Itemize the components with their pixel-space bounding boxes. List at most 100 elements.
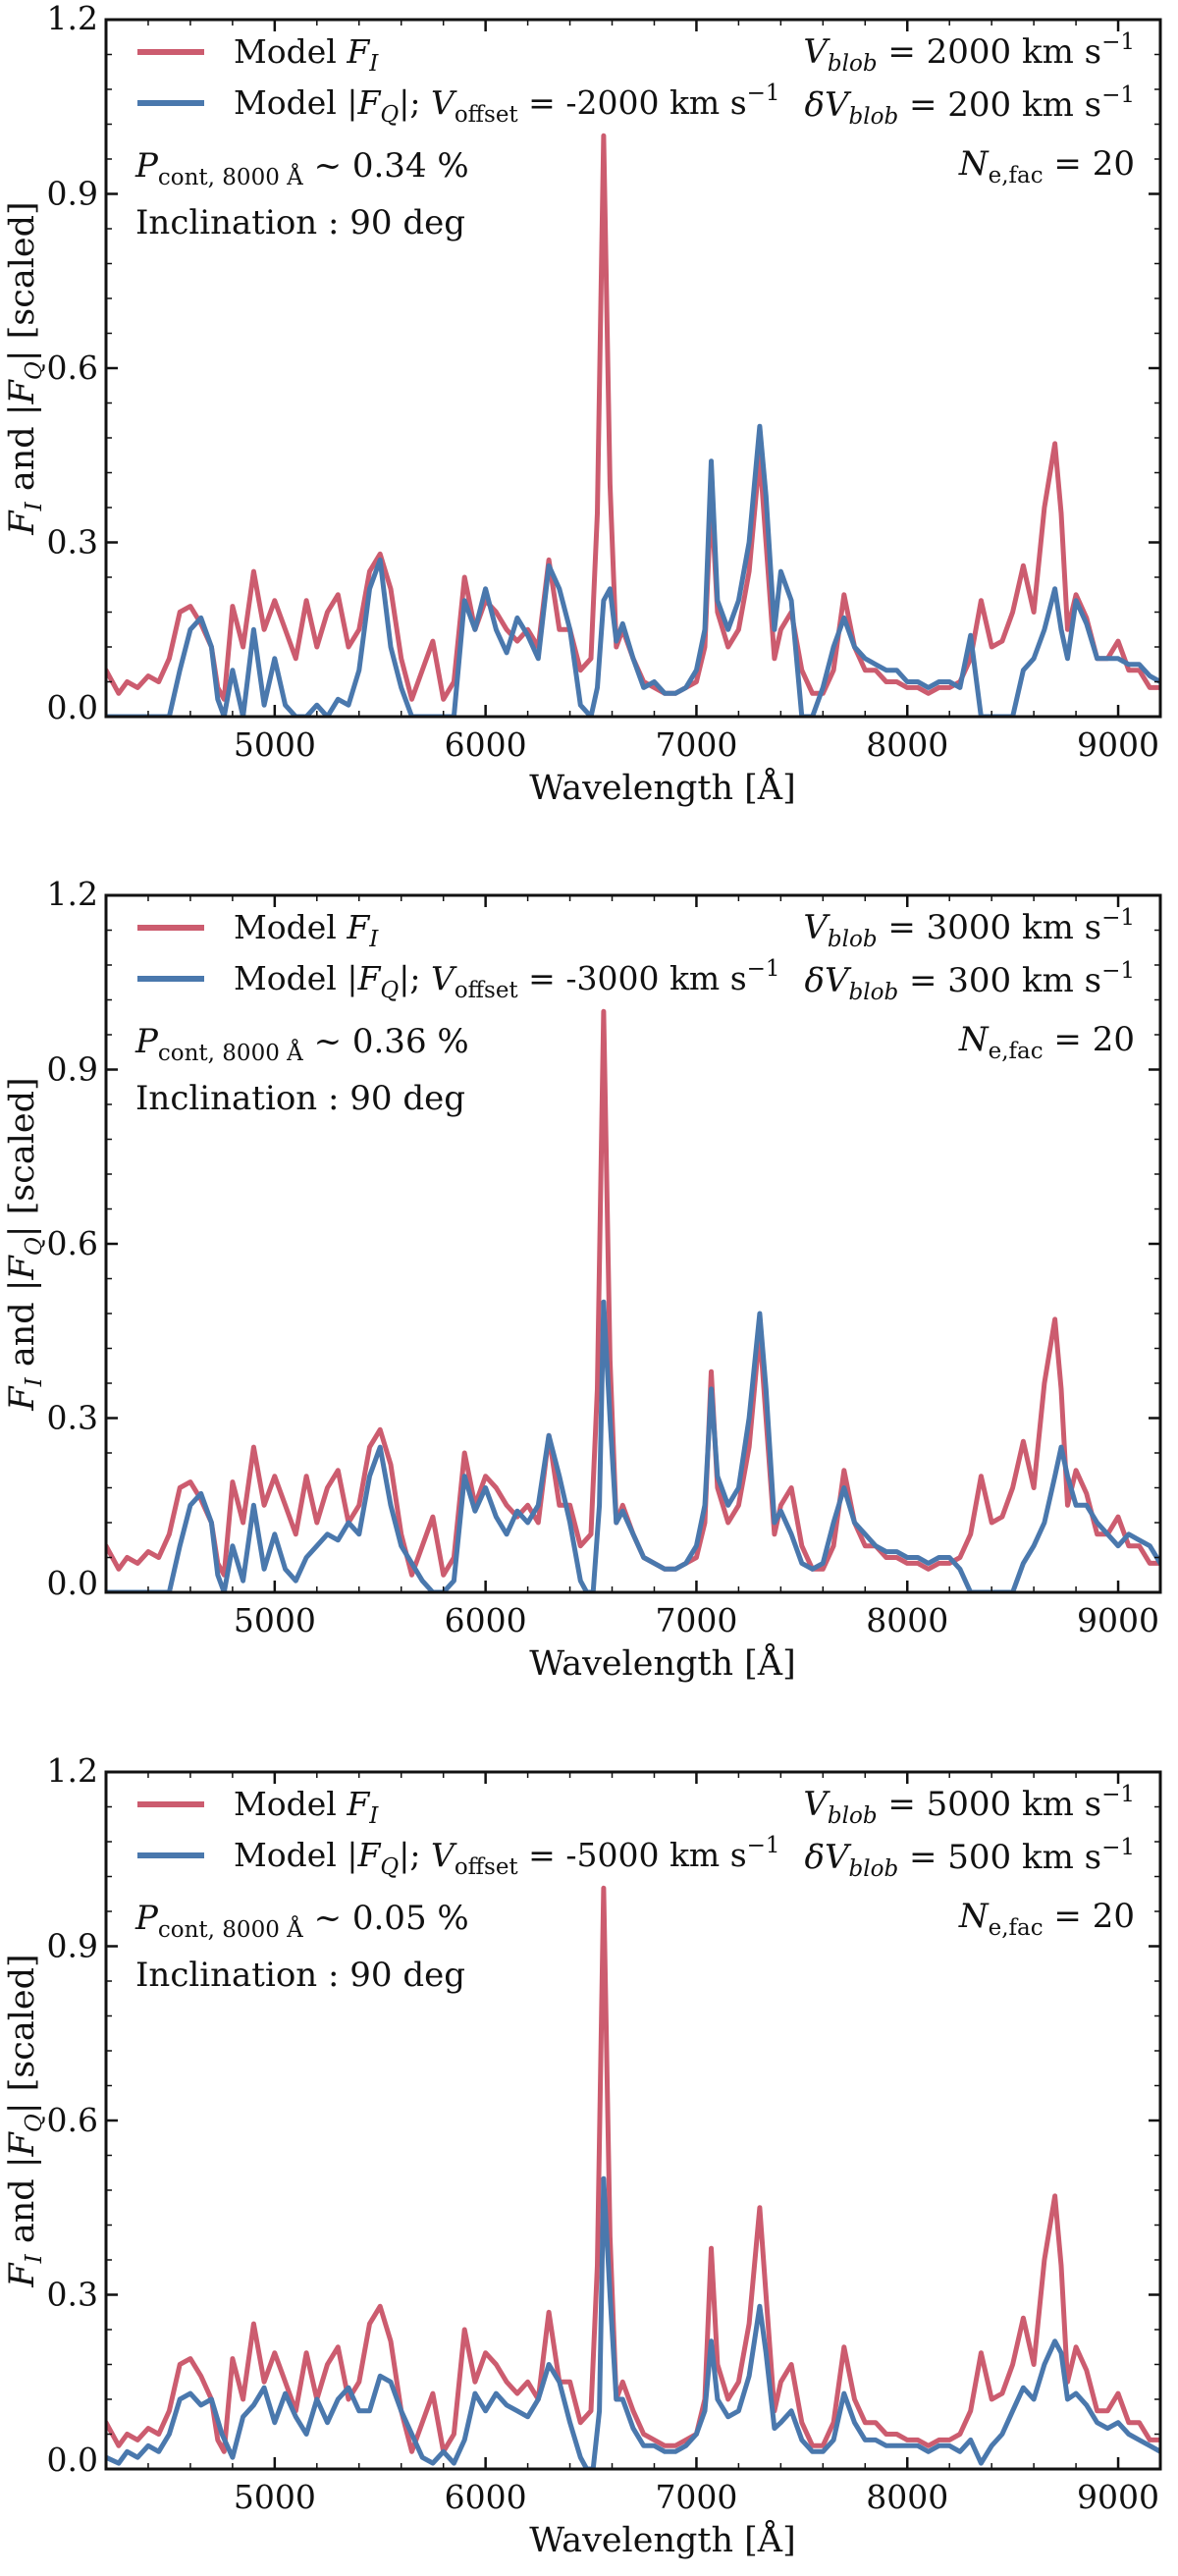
y-axis-label-group: FI and |FQ| [scaled] bbox=[3, 201, 47, 535]
y-axis-label-part: and | bbox=[3, 2156, 42, 2254]
x-tick-label: 7000 bbox=[655, 725, 737, 764]
annotation-right-3-part: N bbox=[958, 1897, 990, 1936]
y-tick-label: 1.2 bbox=[47, 875, 98, 913]
legend-fq-label-part: = -5000 km s bbox=[518, 1836, 747, 1874]
y-axis-label-part: | [scaled] bbox=[3, 1954, 42, 2114]
annotation-right-2-part: = 300 km s bbox=[898, 961, 1101, 1000]
annotation-right-1-part: = 5000 km s bbox=[878, 1785, 1102, 1824]
y-axis-label-part: and | bbox=[3, 1279, 42, 1377]
y-axis-label-group: FI and |FQ| [scaled] bbox=[3, 1954, 47, 2287]
y-axis-label-part: F bbox=[3, 1254, 42, 1280]
annotation-right-1-part: blob bbox=[828, 1803, 878, 1829]
legend-fq-label-part: Model | bbox=[234, 959, 357, 997]
annotation-right-1-part: −1 bbox=[1101, 905, 1135, 931]
legend-fi-label-part: I bbox=[368, 927, 379, 952]
x-tick-label: 5000 bbox=[234, 1601, 316, 1639]
legend-fi-label: Model FI bbox=[234, 1785, 379, 1829]
y-tick-label: 0.0 bbox=[47, 2441, 98, 2479]
x-tick-label: 7000 bbox=[655, 2478, 737, 2516]
x-axis-label: Wavelength [Å] bbox=[529, 2518, 795, 2560]
annotation-left-1-part: P bbox=[134, 1899, 159, 1938]
y-axis-label-part: Q bbox=[22, 1237, 47, 1256]
y-axis-label-part: I bbox=[22, 2253, 47, 2264]
y-axis-label: FI and |FQ| [scaled] bbox=[3, 1077, 47, 1411]
legend-fi-label-part: Model bbox=[234, 1785, 347, 1823]
legend-fq-label-part: = -2000 km s bbox=[518, 83, 747, 122]
legend-fq-label-part: |; bbox=[399, 1836, 431, 1874]
annotation-left-2: Inclination : 90 deg bbox=[135, 1079, 465, 1118]
annotation-left-2: Inclination : 90 deg bbox=[135, 203, 465, 242]
annotation-right-1: Vblob = 2000 km s−1 bbox=[803, 29, 1135, 77]
annotation-right-1: Vblob = 5000 km s−1 bbox=[803, 1782, 1135, 1829]
legend-fi-label-part: I bbox=[368, 1803, 379, 1829]
legend-fi-label-part: F bbox=[346, 32, 370, 71]
legend-fq-label-part: |; bbox=[399, 959, 431, 997]
annotation-right-1-part: V bbox=[803, 32, 830, 72]
annotation-right-1: Vblob = 3000 km s−1 bbox=[803, 905, 1135, 952]
legend-fq-label-part: offset bbox=[455, 1854, 519, 1880]
legend-fq-label-part: −1 bbox=[747, 1833, 780, 1858]
annotation-right-2-part: δV bbox=[805, 85, 852, 125]
annotation-left-2-part: Inclination : 90 deg bbox=[135, 203, 465, 242]
x-tick-label: 6000 bbox=[445, 2478, 527, 2516]
annotation-right-1-part: V bbox=[803, 1785, 830, 1824]
legend-fq-label-part: −1 bbox=[747, 956, 780, 982]
legend-fq-label-part: offset bbox=[455, 978, 519, 1003]
series-fq-line bbox=[106, 1299, 1160, 1592]
annotation-right-2: δVblob = 200 km s−1 bbox=[805, 82, 1136, 130]
legend-fq-label-part: Q bbox=[380, 1854, 399, 1880]
annotation-right-2-part: = 500 km s bbox=[898, 1838, 1101, 1877]
annotation-right-2-part: blob bbox=[849, 104, 899, 130]
legend-fq-label: Model |FQ|; Voffset = -5000 km s−1 bbox=[234, 1833, 780, 1880]
x-tick-label: 8000 bbox=[866, 1601, 948, 1639]
annotation-left-2-part: Inclination : 90 deg bbox=[135, 1956, 465, 1995]
y-axis-label: FI and |FQ| [scaled] bbox=[3, 201, 47, 535]
panel-1: 5000 6000 7000 8000 9000 0.0 0.3 0.6 0.9 1.2 Wavel… bbox=[3, 0, 1162, 808]
legend-fq-label-part: F bbox=[356, 83, 381, 122]
annotation-left-1-part: cont, 8000 Å bbox=[158, 1039, 303, 1066]
y-tick-label: 0.3 bbox=[47, 2276, 98, 2314]
annotation-left-1: Pcont, 8000 Å ~ 0.05 % bbox=[134, 1899, 469, 1943]
annotation-left-1-part: cont, 8000 Å bbox=[158, 163, 303, 190]
legend-fi-label: Model FI bbox=[234, 908, 379, 952]
annotation-right-2: δVblob = 500 km s−1 bbox=[805, 1835, 1136, 1882]
y-axis-label-part: and | bbox=[3, 403, 42, 502]
annotation-right-2-part: = 200 km s bbox=[898, 85, 1101, 125]
annotation-left-1-part: P bbox=[134, 1022, 159, 1061]
legend-fi-label: Model FI bbox=[234, 32, 379, 77]
annotation-left-1-part: ~ 0.05 % bbox=[303, 1899, 469, 1938]
y-axis-label-part: | [scaled] bbox=[3, 201, 42, 361]
legend-fi-label-part: F bbox=[346, 1785, 370, 1823]
annotation-right-2-part: blob bbox=[849, 980, 899, 1005]
annotation-right-2: δVblob = 300 km s−1 bbox=[805, 958, 1136, 1005]
annotation-right-1-part: blob bbox=[828, 927, 878, 952]
x-tick-label: 8000 bbox=[866, 2478, 948, 2516]
y-axis-label-group: FI and |FQ| [scaled] bbox=[3, 1077, 47, 1411]
annotation-right-2-part: −1 bbox=[1101, 958, 1135, 984]
y-axis-label-part: F bbox=[3, 1385, 42, 1412]
panel-3: 5000 6000 7000 8000 9000 0.0 0.3 0.6 0.9 1.2 Wavel… bbox=[3, 1751, 1162, 2560]
y-axis-label-part: | [scaled] bbox=[3, 1077, 42, 1237]
annotation-right-1-part: = 2000 km s bbox=[878, 32, 1102, 72]
x-tick-label: 9000 bbox=[1077, 1601, 1159, 1639]
y-tick-label: 0.6 bbox=[47, 2101, 98, 2139]
legend-fq-label: Model |FQ|; Voffset = -3000 km s−1 bbox=[234, 956, 780, 1003]
y-tick-label: 0.3 bbox=[47, 1399, 98, 1437]
annotation-right-2-part: δV bbox=[805, 961, 852, 1000]
x-axis-label: Wavelength [Å] bbox=[529, 766, 795, 808]
series-fq-line bbox=[106, 423, 1160, 717]
legend-fq-label-part: F bbox=[356, 959, 381, 997]
y-axis-label-part: F bbox=[3, 510, 42, 536]
legend-fq-label: Model |FQ|; Voffset = -2000 km s−1 bbox=[234, 80, 780, 128]
y-tick-label: 0.3 bbox=[47, 523, 98, 562]
x-tick-label: 5000 bbox=[234, 725, 316, 764]
annotation-right-3-part: N bbox=[958, 144, 990, 184]
legend-fq-label-part: = -3000 km s bbox=[518, 959, 747, 997]
annotation-right-3-part: e,fac bbox=[989, 1915, 1044, 1941]
annotation-right-2-part: −1 bbox=[1101, 82, 1135, 108]
annotation-left-1: Pcont, 8000 Å ~ 0.34 % bbox=[134, 146, 469, 190]
series-fq-line bbox=[106, 2175, 1160, 2469]
series-fi-line bbox=[106, 1885, 1160, 2454]
y-tick-label: 0.0 bbox=[47, 1564, 98, 1602]
annotation-right-3-part: e,fac bbox=[989, 163, 1044, 188]
